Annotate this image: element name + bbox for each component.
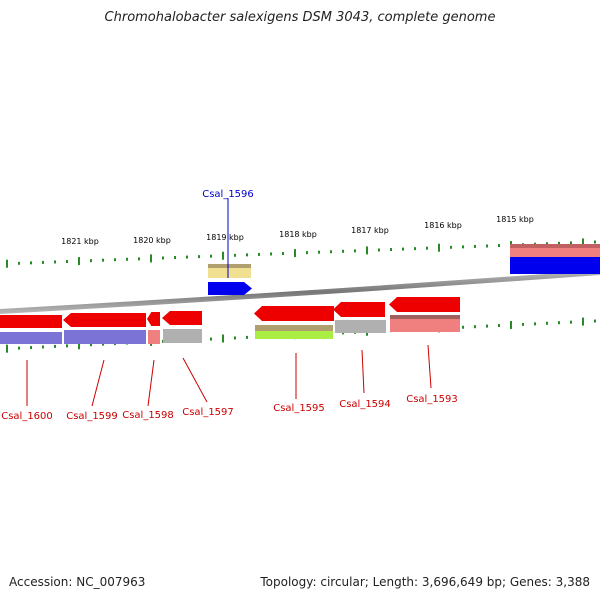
scale-label: 1815 kbp [496,215,534,224]
scale-label: 1819 kbp [206,233,244,242]
scale-label: 1817 kbp [351,226,389,235]
cds-track-1593 [390,319,460,332]
scale-label: 1820 kbp [133,236,171,245]
gene-arrow-csal-1593 [389,297,460,312]
gene-label-csal-1596: Csal_1596 [202,189,254,200]
gene-label-csal-1595: Csal_1595 [273,403,325,414]
gene-label-csal-1597: Csal_1597 [182,407,234,418]
gene-arrow-csal-1594 [333,302,385,317]
cds-track-1599 [64,330,146,344]
cds-track-1597 [163,329,202,343]
cds-track-1593-top [390,315,460,319]
scale-label: 1818 kbp [279,230,317,239]
genome-stats-label: Topology: circular; Length: 3,696,649 bp… [260,575,590,589]
gene-arrow-csal-1596 [208,282,252,295]
gene-arrow-csal-1595 [254,306,334,321]
cds-track-1596-top [208,264,251,268]
cds-track-1593b-top [510,244,600,248]
gene-arrow-csal-1600 [0,315,62,328]
map-title: Chromohalobacter salexigens DSM 3043, co… [104,10,496,25]
scale-label: 1821 kbp [61,237,99,246]
gene-arrow-csal-1597 [162,311,202,325]
gene-arrow-csal-1599 [63,313,146,327]
cds-track-1593b [510,248,600,258]
gene-label-csal-1593: Csal_1593 [406,394,458,405]
leader-line-csal-1598 [147,359,155,407]
cds-track-1595-top [255,325,333,331]
gene-arrow-csal-1598 [147,312,160,326]
leader-line-csal-1594 [361,349,365,394]
leader-line-csal-1593 [427,344,432,389]
cds-track-1594 [335,320,386,333]
cds-track-1598 [148,330,160,344]
gene-label-csal-1594: Csal_1594 [339,399,391,410]
accession-label: Accession: NC_007963 [9,575,146,589]
gene-arrow-offscreen-forward [510,257,600,274]
gene-label-csal-1600: Csal_1600 [1,411,53,422]
cds-track-1596 [208,268,251,278]
leader-line-csal-1599 [91,359,105,407]
cds-track-1595 [255,331,333,339]
gene-label-csal-1598: Csal_1598 [122,410,174,421]
scale-label: 1816 kbp [424,221,462,230]
cds-track-1600 [0,332,62,344]
genome-backbone [0,270,600,314]
gene-label-csal-1599: Csal_1599 [66,411,118,422]
leader-line-csal-1597 [182,357,208,403]
